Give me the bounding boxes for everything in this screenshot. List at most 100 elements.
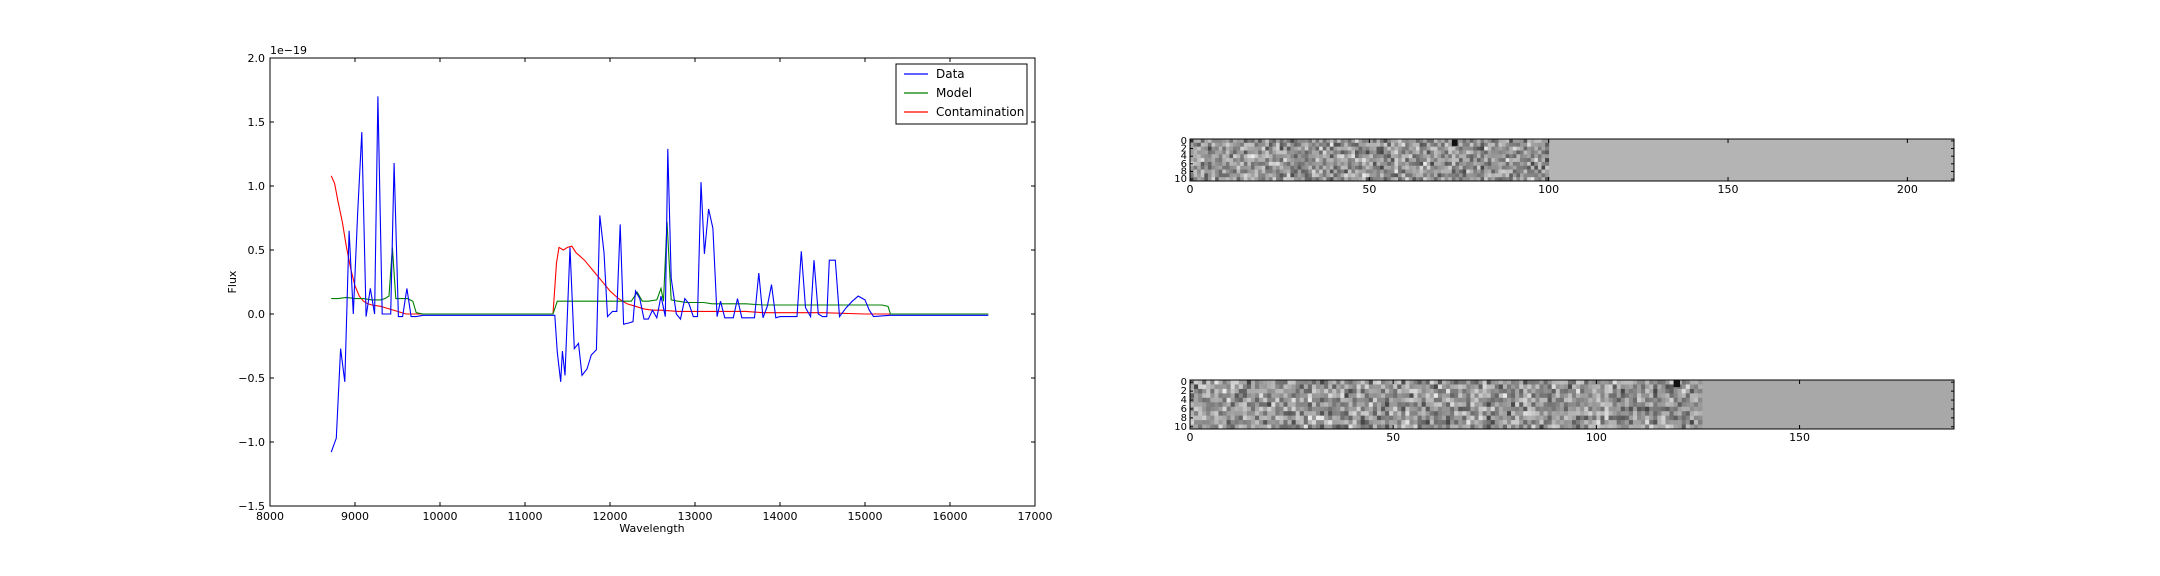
image-pixel	[1470, 411, 1475, 417]
image-pixel	[1255, 397, 1260, 403]
image-pixel	[1215, 165, 1220, 170]
image-pixel	[1641, 415, 1646, 421]
image-pixel	[1476, 169, 1481, 174]
image-pixel	[1412, 154, 1417, 159]
image-pixel	[1206, 393, 1211, 399]
image-pixel	[1401, 169, 1406, 174]
image-pixel	[1383, 173, 1388, 178]
image-pixel	[1405, 161, 1410, 167]
image-pixel	[1322, 177, 1327, 182]
image-pixel	[1539, 393, 1544, 399]
image-pixel	[1677, 393, 1683, 399]
image-pixel	[1412, 150, 1417, 155]
image-pixel	[1515, 411, 1520, 417]
image-pixel	[1545, 173, 1550, 178]
image-pixel	[1190, 158, 1194, 163]
image-pixel	[1665, 415, 1670, 421]
image-pixel	[1474, 424, 1479, 430]
image-pixel	[1450, 424, 1455, 430]
image-pixel	[1405, 177, 1410, 182]
image-pixel	[1429, 397, 1435, 403]
image-pixel	[1258, 177, 1263, 182]
image-pixel	[1355, 177, 1359, 182]
image-pixel	[1291, 406, 1297, 412]
image-pixel	[1689, 420, 1695, 425]
image-pixel	[1649, 406, 1654, 412]
image-pixel	[1519, 150, 1524, 155]
image-pixel	[1279, 177, 1284, 182]
image-pixel	[1657, 415, 1662, 421]
image-pixel	[1446, 402, 1451, 408]
image-pixel	[1340, 142, 1345, 148]
image-pixel	[1324, 406, 1329, 412]
image-pixel	[1372, 169, 1377, 174]
image-pixel	[1502, 139, 1507, 144]
image-pixel	[1372, 393, 1378, 399]
image-pixel	[1535, 393, 1540, 399]
image-pixel	[1486, 388, 1492, 394]
image-pixel	[1243, 158, 1248, 163]
image-pixel	[1340, 169, 1345, 174]
image-pixel	[1437, 388, 1443, 394]
image-pixel	[1523, 165, 1528, 170]
image-pixel	[1555, 393, 1561, 399]
image-pixel	[1506, 380, 1512, 385]
image-pixel	[1669, 388, 1674, 394]
image-pixel	[1279, 415, 1284, 421]
image-pixel	[1365, 173, 1370, 178]
image-pixel	[1441, 139, 1446, 144]
image-pixel	[1421, 397, 1427, 403]
image-pixel	[1206, 397, 1211, 403]
image-pixel	[1202, 384, 1207, 390]
image-pixel	[1531, 402, 1536, 408]
image-top-pixels	[1190, 139, 1954, 182]
image-pixel	[1628, 411, 1634, 417]
image-pixel	[1421, 384, 1427, 390]
image-pixel	[1268, 146, 1273, 151]
image-pixel	[1294, 139, 1299, 144]
image-pixel	[1319, 161, 1324, 167]
image-pixel	[1206, 402, 1211, 408]
image-pixel	[1329, 177, 1334, 182]
image-pixel	[1491, 142, 1496, 148]
image-pixel	[1301, 173, 1306, 178]
image-pixel	[1584, 380, 1589, 385]
image-pixel	[1502, 406, 1508, 412]
image-pixel	[1567, 415, 1573, 421]
image-pixel	[1222, 424, 1227, 430]
image-pixel	[1697, 406, 1703, 412]
image-pixel	[1297, 154, 1302, 159]
image-pixel	[1207, 139, 1212, 144]
image-pixel	[1405, 154, 1410, 159]
image-pixel	[1426, 161, 1431, 167]
image-pixel	[1369, 169, 1374, 174]
image-pixel	[1250, 384, 1256, 390]
image-pixel	[1685, 397, 1691, 403]
image-pixel	[1197, 146, 1202, 151]
image-pixel	[1506, 388, 1512, 394]
image-pixel	[1291, 397, 1297, 403]
image-pixel	[1372, 165, 1377, 170]
image-pixel	[1200, 161, 1205, 167]
image-pixel	[1397, 384, 1402, 390]
image-pixel	[1329, 142, 1334, 148]
image-pixel	[1616, 415, 1622, 421]
image-pixel	[1512, 142, 1517, 148]
image-pixel	[1315, 154, 1320, 159]
image-pixel	[1389, 393, 1394, 399]
image-pixel	[1534, 158, 1539, 163]
image-pixel	[1600, 388, 1605, 394]
image-pixel	[1437, 150, 1442, 155]
image-pixel	[1222, 388, 1227, 394]
image-pixel	[1657, 411, 1662, 417]
image-pixel	[1230, 415, 1236, 421]
image-pixel	[1234, 420, 1240, 425]
image-pixel	[1328, 420, 1333, 425]
image-pixel	[1340, 397, 1345, 403]
image-pixel	[1376, 402, 1382, 408]
image-pixel	[1328, 411, 1333, 417]
image-pixel	[1486, 411, 1492, 417]
image-pixel	[1254, 139, 1259, 144]
image-pixel	[1255, 393, 1260, 399]
